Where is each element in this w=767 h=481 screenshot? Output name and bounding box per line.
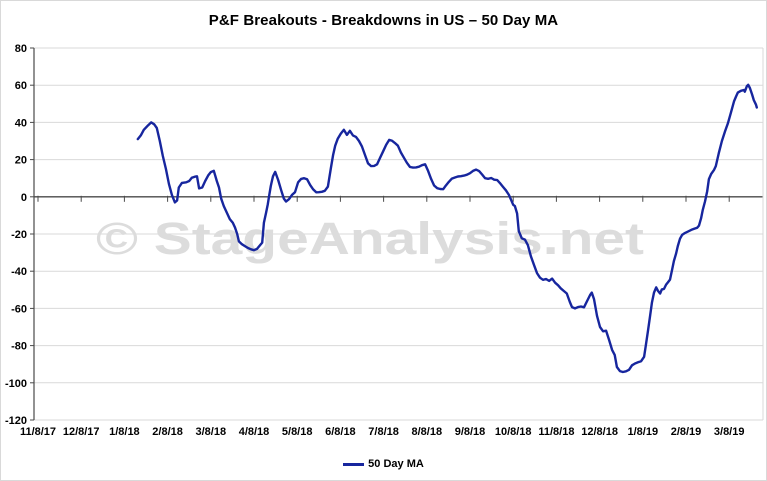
legend-line-sample [343,462,365,466]
y-axis-label: 60 [15,80,27,92]
y-axis-label: 80 [15,43,27,55]
x-axis-label: 10/8/18 [495,426,532,438]
x-axis-label: 3/8/19 [714,426,745,438]
y-axis-label: -80 [11,341,27,353]
x-axis-label: 7/8/18 [368,426,399,438]
watermark-text: © StageAnalysis.net [96,213,644,264]
x-axis-label: 11/8/18 [538,426,574,438]
x-axis-label: 1/8/19 [628,426,659,438]
x-axis-label: 4/8/18 [239,426,270,438]
legend: 50 Day MA [1,458,766,470]
x-axis-label: 3/8/18 [196,426,227,438]
series-line-50-day-ma [136,83,758,374]
x-axis-label: 2/8/18 [152,426,183,438]
x-axis-label: 11/8/17 [20,426,56,438]
legend-label: 50 Day MA [368,458,424,470]
x-axis-label: 5/8/18 [282,426,313,438]
x-axis-label: 2/8/19 [671,426,702,438]
y-axis-label: -120 [5,415,27,427]
y-axis-label: -40 [11,266,27,278]
x-axis-label: 8/8/18 [412,426,443,438]
x-axis-label: 12/8/17 [63,426,100,438]
x-axis-label: 9/8/18 [455,426,486,438]
y-axis-label: -100 [5,378,27,390]
x-axis-label: 12/8/18 [581,426,618,438]
y-axis-label: 40 [15,117,27,129]
y-axis-label: -60 [11,303,27,315]
y-axis-label: -20 [11,229,27,241]
x-axis-label: 6/8/18 [325,426,356,438]
y-axis-label: 0 [21,192,27,204]
x-axis-label: 1/8/18 [109,426,140,438]
chart-title: P&F Breakouts - Breakdowns in US – 50 Da… [208,12,559,29]
y-axis-label: 20 [15,155,27,167]
